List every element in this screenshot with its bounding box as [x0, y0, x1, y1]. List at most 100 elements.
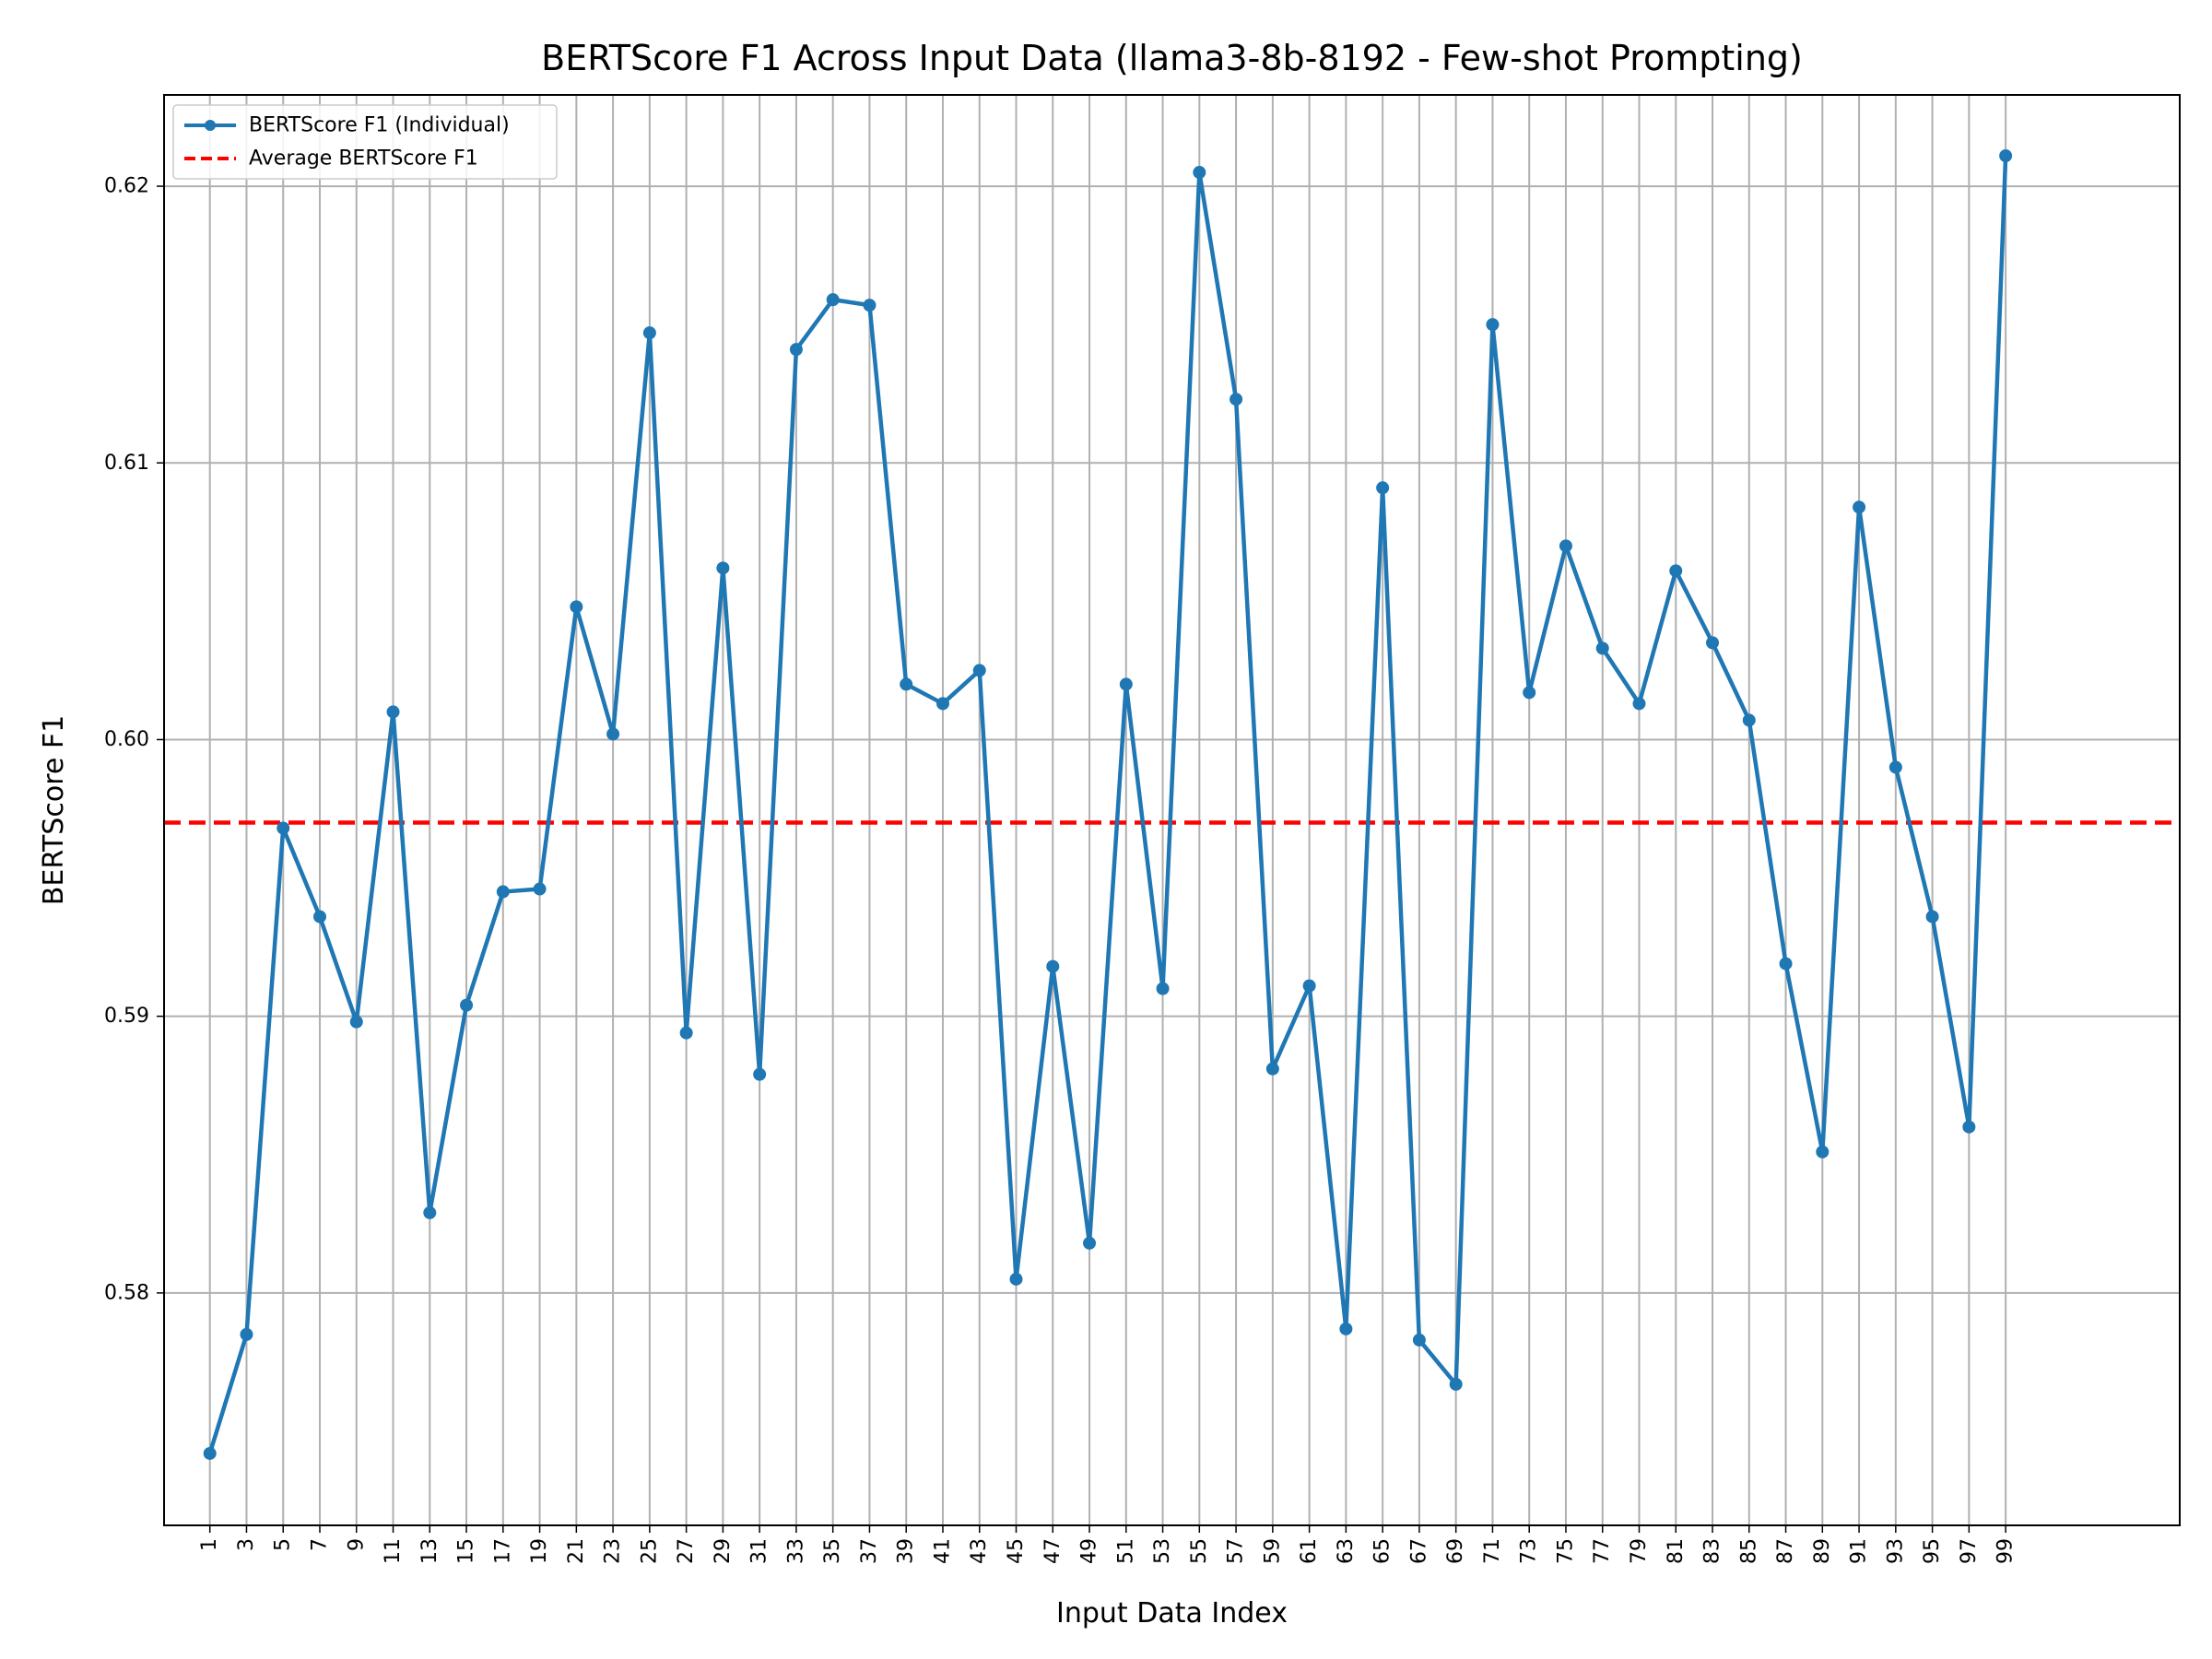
data-point [679, 1026, 693, 1040]
x-tick-label: 19 [528, 1538, 551, 1564]
x-tick-label: 85 [1737, 1538, 1760, 1564]
chart-title: BERTScore F1 Across Input Data (llama3-8… [541, 38, 1803, 78]
legend-label-average: Average BERTScore F1 [249, 147, 478, 171]
y-tick-label: 0.59 [104, 1005, 149, 1028]
x-tick-label: 89 [1811, 1538, 1834, 1564]
x-tick-label: 55 [1188, 1538, 1211, 1564]
data-point [900, 677, 913, 691]
data-point [1339, 1322, 1353, 1335]
data-point [1156, 982, 1170, 995]
y-tick-label: 0.62 [104, 175, 149, 198]
x-tick-label: 59 [1261, 1538, 1284, 1564]
data-point [1230, 393, 1243, 406]
y-tick-label: 0.60 [104, 728, 149, 751]
x-tick-label: 91 [1848, 1538, 1871, 1564]
data-point [1706, 636, 1720, 650]
x-tick-label: 47 [1041, 1538, 1065, 1564]
data-point [386, 705, 400, 719]
data-point [349, 1015, 363, 1029]
data-point [1193, 166, 1206, 180]
data-point [203, 1446, 217, 1460]
x-tick-label: 17 [491, 1538, 514, 1564]
data-point [789, 343, 803, 357]
data-point [1046, 959, 1060, 973]
x-tick-label: 73 [1518, 1538, 1541, 1564]
data-point [460, 998, 474, 1012]
x-axis-label: Input Data Index [1056, 1597, 1288, 1630]
data-point [826, 293, 840, 307]
legend-label-individual: BERTScore F1 (Individual) [249, 114, 510, 137]
y-tick-label: 0.58 [104, 1281, 149, 1304]
plot-frame [163, 94, 2181, 1526]
x-tick-label: 53 [1151, 1538, 1174, 1564]
x-tick-label: 35 [821, 1538, 844, 1564]
x-tick-label: 99 [1994, 1538, 2018, 1564]
series-layer [203, 149, 2013, 1460]
data-point [1742, 713, 1756, 727]
x-tick-label: 49 [1078, 1538, 1101, 1564]
x-tick-label: 27 [675, 1538, 698, 1564]
data-point [1559, 539, 1572, 553]
x-tick-label: 21 [565, 1538, 588, 1564]
data-point [1816, 1145, 1830, 1159]
x-tick-label: 43 [968, 1538, 991, 1564]
data-point [1302, 979, 1316, 993]
grid [164, 95, 2180, 1525]
x-tick-label: 95 [1921, 1538, 1944, 1564]
x-tick-label: 57 [1225, 1538, 1248, 1564]
x-tick-label: 83 [1701, 1538, 1724, 1564]
data-point [276, 821, 290, 835]
x-tick-label: 5 [272, 1538, 295, 1551]
x-tick-label: 3 [235, 1538, 258, 1551]
x-tick-label: 77 [1591, 1538, 1614, 1564]
data-point [496, 885, 510, 899]
x-tick-label: 33 [784, 1538, 807, 1564]
data-point [1265, 1062, 1279, 1076]
x-tick-label: 87 [1774, 1538, 1797, 1564]
x-tick-label: 71 [1481, 1538, 1504, 1564]
x-tick-label: 9 [345, 1538, 368, 1551]
x-tick-label: 41 [931, 1538, 954, 1564]
x-tick-label: 79 [1628, 1538, 1651, 1564]
x-tick-label: 75 [1554, 1538, 1577, 1564]
x-tick-label: 93 [1884, 1538, 1907, 1564]
data-point [642, 326, 656, 340]
x-tick-label: 97 [1958, 1538, 1981, 1564]
data-point [1595, 641, 1609, 655]
data-point [1376, 481, 1390, 495]
x-tick-label: 81 [1665, 1538, 1688, 1564]
legend: BERTScore F1 (Individual) Average BERTSc… [172, 104, 558, 180]
data-point [570, 600, 583, 614]
data-point [1119, 677, 1133, 691]
data-point [1925, 910, 1939, 924]
data-point [716, 561, 730, 575]
data-point [1999, 149, 2013, 163]
data-point [1412, 1333, 1426, 1347]
data-point [533, 882, 547, 896]
x-tick-label: 69 [1444, 1538, 1467, 1564]
legend-marker-individual [205, 120, 216, 131]
data-point [863, 299, 877, 312]
data-point [1009, 1272, 1023, 1286]
y-axis-label: BERTScore F1 [38, 715, 70, 905]
x-tick-label: 31 [748, 1538, 771, 1564]
x-tick-label: 63 [1335, 1538, 1358, 1564]
x-tick-label: 29 [712, 1538, 735, 1564]
data-point [935, 697, 949, 711]
data-point [1449, 1377, 1463, 1391]
data-point [972, 664, 986, 677]
data-point [312, 910, 326, 924]
x-tick-label: 37 [858, 1538, 881, 1564]
data-point [1853, 500, 1866, 514]
x-tick-label: 15 [455, 1538, 478, 1564]
x-tick-label: 23 [602, 1538, 625, 1564]
x-tick-label: 65 [1371, 1538, 1394, 1564]
data-point [1486, 318, 1500, 332]
data-point [1669, 564, 1683, 578]
data-point [1888, 760, 1902, 774]
data-point [606, 727, 620, 741]
x-tick-label: 1 [198, 1538, 221, 1551]
